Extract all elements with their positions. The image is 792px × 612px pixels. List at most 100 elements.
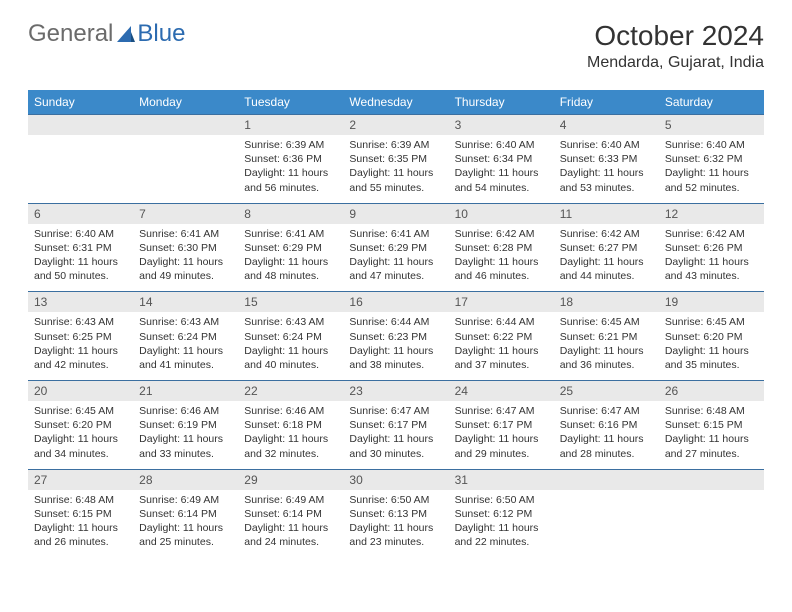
- day-cell: 8Sunrise: 6:41 AMSunset: 6:29 PMDaylight…: [238, 203, 343, 292]
- day-cell: [28, 115, 133, 204]
- day-data: Sunrise: 6:40 AMSunset: 6:32 PMDaylight:…: [659, 135, 764, 203]
- day-data: Sunrise: 6:43 AMSunset: 6:24 PMDaylight:…: [238, 312, 343, 380]
- day-data: Sunrise: 6:46 AMSunset: 6:18 PMDaylight:…: [238, 401, 343, 469]
- day-data: Sunrise: 6:40 AMSunset: 6:34 PMDaylight:…: [449, 135, 554, 203]
- day-data: Sunrise: 6:43 AMSunset: 6:25 PMDaylight:…: [28, 312, 133, 380]
- daylight-text: Daylight: 11 hours and 28 minutes.: [560, 432, 653, 460]
- sunrise-text: Sunrise: 6:40 AM: [560, 138, 653, 152]
- sunrise-text: Sunrise: 6:50 AM: [455, 493, 548, 507]
- day-cell: 13Sunrise: 6:43 AMSunset: 6:25 PMDayligh…: [28, 292, 133, 381]
- daylight-text: Daylight: 11 hours and 38 minutes.: [349, 344, 442, 372]
- day-data: Sunrise: 6:50 AMSunset: 6:12 PMDaylight:…: [449, 490, 554, 558]
- day-cell: 24Sunrise: 6:47 AMSunset: 6:17 PMDayligh…: [449, 381, 554, 470]
- day-cell: 21Sunrise: 6:46 AMSunset: 6:19 PMDayligh…: [133, 381, 238, 470]
- daylight-text: Daylight: 11 hours and 43 minutes.: [665, 255, 758, 283]
- daylight-text: Daylight: 11 hours and 24 minutes.: [244, 521, 337, 549]
- day-data: Sunrise: 6:45 AMSunset: 6:20 PMDaylight:…: [659, 312, 764, 380]
- day-header: Tuesday: [238, 90, 343, 115]
- daylight-text: Daylight: 11 hours and 37 minutes.: [455, 344, 548, 372]
- sunset-text: Sunset: 6:30 PM: [139, 241, 232, 255]
- day-cell: 19Sunrise: 6:45 AMSunset: 6:20 PMDayligh…: [659, 292, 764, 381]
- day-cell: 6Sunrise: 6:40 AMSunset: 6:31 PMDaylight…: [28, 203, 133, 292]
- daylight-text: Daylight: 11 hours and 53 minutes.: [560, 166, 653, 194]
- sunrise-text: Sunrise: 6:41 AM: [349, 227, 442, 241]
- sunrise-text: Sunrise: 6:47 AM: [455, 404, 548, 418]
- sunset-text: Sunset: 6:23 PM: [349, 330, 442, 344]
- day-data: Sunrise: 6:47 AMSunset: 6:17 PMDaylight:…: [343, 401, 448, 469]
- day-number: 11: [554, 204, 659, 224]
- sunrise-text: Sunrise: 6:42 AM: [455, 227, 548, 241]
- sunrise-text: Sunrise: 6:46 AM: [139, 404, 232, 418]
- day-number: 31: [449, 470, 554, 490]
- day-header: Monday: [133, 90, 238, 115]
- daylight-text: Daylight: 11 hours and 48 minutes.: [244, 255, 337, 283]
- day-data: Sunrise: 6:44 AMSunset: 6:23 PMDaylight:…: [343, 312, 448, 380]
- week-row: 27Sunrise: 6:48 AMSunset: 6:15 PMDayligh…: [28, 469, 764, 557]
- location-subtitle: Mendarda, Gujarat, India: [587, 54, 764, 72]
- day-cell: 31Sunrise: 6:50 AMSunset: 6:12 PMDayligh…: [449, 469, 554, 557]
- day-data: Sunrise: 6:49 AMSunset: 6:14 PMDaylight:…: [238, 490, 343, 558]
- calendar-table: Sunday Monday Tuesday Wednesday Thursday…: [28, 90, 764, 557]
- day-number: 24: [449, 381, 554, 401]
- daylight-text: Daylight: 11 hours and 42 minutes.: [34, 344, 127, 372]
- day-cell: 28Sunrise: 6:49 AMSunset: 6:14 PMDayligh…: [133, 469, 238, 557]
- day-number: 2: [343, 115, 448, 135]
- day-number: 28: [133, 470, 238, 490]
- sunset-text: Sunset: 6:27 PM: [560, 241, 653, 255]
- day-cell: 15Sunrise: 6:43 AMSunset: 6:24 PMDayligh…: [238, 292, 343, 381]
- day-header: Sunday: [28, 90, 133, 115]
- sunrise-text: Sunrise: 6:46 AM: [244, 404, 337, 418]
- week-row: 20Sunrise: 6:45 AMSunset: 6:20 PMDayligh…: [28, 381, 764, 470]
- daylight-text: Daylight: 11 hours and 49 minutes.: [139, 255, 232, 283]
- day-cell: 1Sunrise: 6:39 AMSunset: 6:36 PMDaylight…: [238, 115, 343, 204]
- sunrise-text: Sunrise: 6:39 AM: [244, 138, 337, 152]
- sunrise-text: Sunrise: 6:40 AM: [34, 227, 127, 241]
- sunset-text: Sunset: 6:24 PM: [139, 330, 232, 344]
- sunrise-text: Sunrise: 6:47 AM: [560, 404, 653, 418]
- day-number: 9: [343, 204, 448, 224]
- day-number: 14: [133, 292, 238, 312]
- day-data: Sunrise: 6:40 AMSunset: 6:31 PMDaylight:…: [28, 224, 133, 292]
- logo: General Blue: [28, 20, 185, 48]
- day-data: Sunrise: 6:49 AMSunset: 6:14 PMDaylight:…: [133, 490, 238, 558]
- sunrise-text: Sunrise: 6:41 AM: [244, 227, 337, 241]
- day-number: 5: [659, 115, 764, 135]
- daylight-text: Daylight: 11 hours and 22 minutes.: [455, 521, 548, 549]
- sunrise-text: Sunrise: 6:47 AM: [349, 404, 442, 418]
- day-cell: 14Sunrise: 6:43 AMSunset: 6:24 PMDayligh…: [133, 292, 238, 381]
- day-cell: [659, 469, 764, 557]
- sunset-text: Sunset: 6:21 PM: [560, 330, 653, 344]
- day-cell: 2Sunrise: 6:39 AMSunset: 6:35 PMDaylight…: [343, 115, 448, 204]
- title-block: October 2024 Mendarda, Gujarat, India: [587, 20, 764, 72]
- daylight-text: Daylight: 11 hours and 26 minutes.: [34, 521, 127, 549]
- day-data: Sunrise: 6:39 AMSunset: 6:35 PMDaylight:…: [343, 135, 448, 203]
- sunrise-text: Sunrise: 6:43 AM: [139, 315, 232, 329]
- daylight-text: Daylight: 11 hours and 27 minutes.: [665, 432, 758, 460]
- day-cell: 20Sunrise: 6:45 AMSunset: 6:20 PMDayligh…: [28, 381, 133, 470]
- week-row: 6Sunrise: 6:40 AMSunset: 6:31 PMDaylight…: [28, 203, 764, 292]
- day-cell: 25Sunrise: 6:47 AMSunset: 6:16 PMDayligh…: [554, 381, 659, 470]
- sunrise-text: Sunrise: 6:44 AM: [349, 315, 442, 329]
- sunset-text: Sunset: 6:16 PM: [560, 418, 653, 432]
- sunset-text: Sunset: 6:34 PM: [455, 152, 548, 166]
- sunset-text: Sunset: 6:17 PM: [349, 418, 442, 432]
- day-number: 3: [449, 115, 554, 135]
- daylight-text: Daylight: 11 hours and 30 minutes.: [349, 432, 442, 460]
- day-cell: 5Sunrise: 6:40 AMSunset: 6:32 PMDaylight…: [659, 115, 764, 204]
- day-data: Sunrise: 6:41 AMSunset: 6:30 PMDaylight:…: [133, 224, 238, 292]
- day-data: Sunrise: 6:42 AMSunset: 6:26 PMDaylight:…: [659, 224, 764, 292]
- daylight-text: Daylight: 11 hours and 40 minutes.: [244, 344, 337, 372]
- sunrise-text: Sunrise: 6:42 AM: [665, 227, 758, 241]
- daylight-text: Daylight: 11 hours and 35 minutes.: [665, 344, 758, 372]
- daylight-text: Daylight: 11 hours and 44 minutes.: [560, 255, 653, 283]
- sunrise-text: Sunrise: 6:49 AM: [244, 493, 337, 507]
- sunset-text: Sunset: 6:12 PM: [455, 507, 548, 521]
- sunset-text: Sunset: 6:14 PM: [244, 507, 337, 521]
- day-cell: [133, 115, 238, 204]
- day-cell: 29Sunrise: 6:49 AMSunset: 6:14 PMDayligh…: [238, 469, 343, 557]
- sunrise-text: Sunrise: 6:45 AM: [34, 404, 127, 418]
- day-cell: 27Sunrise: 6:48 AMSunset: 6:15 PMDayligh…: [28, 469, 133, 557]
- day-data: Sunrise: 6:47 AMSunset: 6:17 PMDaylight:…: [449, 401, 554, 469]
- day-number: 10: [449, 204, 554, 224]
- sunset-text: Sunset: 6:29 PM: [349, 241, 442, 255]
